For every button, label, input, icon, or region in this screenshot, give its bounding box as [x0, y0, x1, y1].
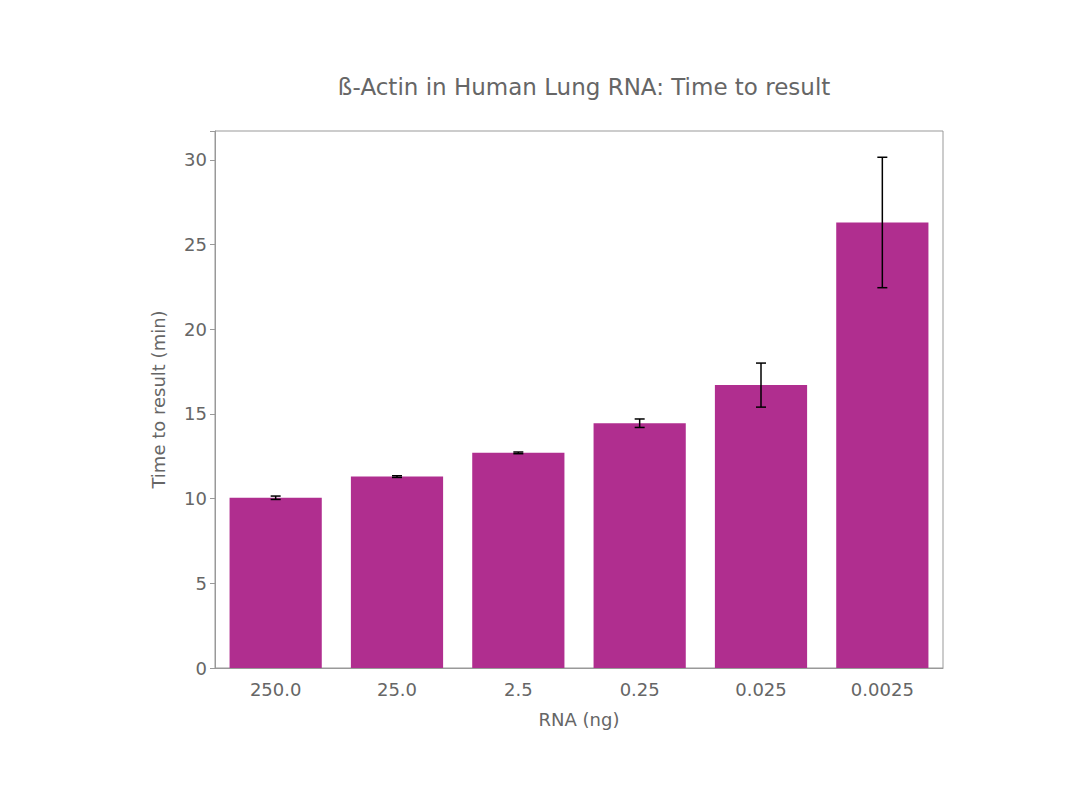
svg-text:ß-Actin in Human Lung RNA: Tim: ß-Actin in Human Lung RNA: Time to resul… — [338, 74, 831, 100]
svg-text:25.0: 25.0 — [377, 679, 417, 700]
svg-text:0.0025: 0.0025 — [851, 679, 914, 700]
svg-text:5: 5 — [196, 573, 207, 594]
svg-text:15: 15 — [184, 403, 207, 424]
svg-text:250.0: 250.0 — [250, 679, 302, 700]
svg-text:0: 0 — [196, 658, 207, 679]
svg-text:0.025: 0.025 — [735, 679, 787, 700]
svg-text:20: 20 — [184, 319, 207, 340]
svg-text:25: 25 — [184, 234, 207, 255]
svg-text:0.25: 0.25 — [620, 679, 660, 700]
svg-text:30: 30 — [184, 149, 207, 170]
svg-text:2.5: 2.5 — [504, 679, 533, 700]
svg-text:10: 10 — [184, 488, 207, 509]
svg-text:RNA (ng): RNA (ng) — [539, 709, 620, 730]
svg-text:Time to result (min): Time to result (min) — [148, 310, 169, 489]
